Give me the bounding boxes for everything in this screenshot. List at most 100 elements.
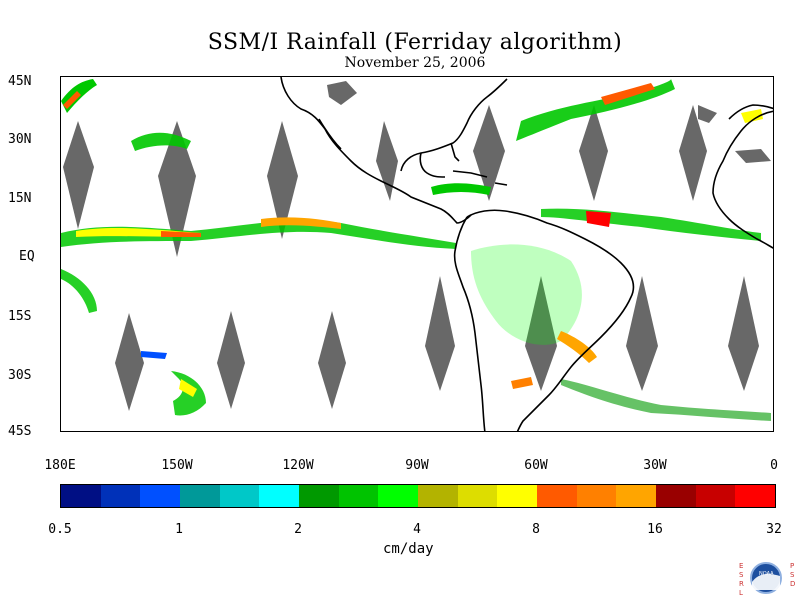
coast-baja bbox=[318, 118, 342, 150]
spcz-west bbox=[61, 269, 97, 313]
lat-label-30s: 30S bbox=[8, 368, 32, 383]
colorbar-swatch-1 bbox=[100, 485, 141, 507]
chart-date: November 25, 2006 bbox=[344, 55, 486, 71]
lon-label-120w: 120W bbox=[282, 458, 314, 473]
atlantic-front-core bbox=[601, 83, 655, 105]
swath-6 bbox=[579, 105, 608, 201]
no-data-swaths bbox=[63, 81, 771, 411]
rainfall-bands bbox=[61, 79, 771, 421]
lat-label-45n: 45N bbox=[8, 74, 32, 89]
lat-label-45s: 45S bbox=[8, 424, 32, 439]
coast-sa-west bbox=[453, 216, 486, 431]
swath-13 bbox=[626, 276, 658, 391]
logo-letter-s: S bbox=[739, 571, 744, 579]
land-mask-2 bbox=[698, 105, 717, 123]
coast-na-atlantic bbox=[400, 78, 508, 172]
lon-label-90w: 90W bbox=[405, 458, 429, 473]
coast-cuba bbox=[452, 170, 488, 178]
itcz-atlantic bbox=[541, 208, 761, 241]
lon-label-0: 0 bbox=[770, 458, 778, 473]
lat-label-eq: EQ bbox=[19, 249, 35, 264]
colorbar-swatch-7 bbox=[338, 485, 379, 507]
lon-label-180e: 180E bbox=[44, 458, 76, 473]
noaa-logo: E S R L NOAA P S D bbox=[736, 560, 796, 600]
colorbar-swatch-3 bbox=[179, 485, 220, 507]
itcz-core-central bbox=[261, 217, 341, 229]
itcz-pacific bbox=[61, 220, 456, 249]
coast-iberia bbox=[728, 104, 773, 120]
coastlines bbox=[280, 77, 773, 431]
swath-11 bbox=[425, 276, 455, 391]
land-mask-3 bbox=[735, 149, 771, 163]
amazon-convection bbox=[471, 244, 582, 345]
colorbar-swatch-13 bbox=[576, 485, 617, 507]
caribbean-rain bbox=[431, 183, 491, 195]
rainfall-map bbox=[60, 76, 774, 432]
logo-letter-p: P bbox=[790, 562, 794, 570]
swath-1 bbox=[63, 121, 94, 229]
south-pacific-core bbox=[179, 379, 197, 397]
colorbar-label-32: 32 bbox=[766, 522, 782, 537]
colorbar-swatch-11 bbox=[497, 485, 537, 507]
logo-letter-d: D bbox=[790, 580, 795, 588]
coast-sa-east bbox=[466, 209, 635, 431]
lat-label-15s: 15S bbox=[8, 309, 32, 324]
lat-label-15n: 15N bbox=[8, 191, 32, 206]
swath-4 bbox=[376, 121, 398, 201]
lat-label-30n: 30N bbox=[8, 132, 32, 147]
nw-africa-rain bbox=[741, 109, 763, 123]
colorbar-label-8: 8 bbox=[532, 522, 540, 537]
land-mask-1 bbox=[327, 81, 357, 105]
lon-label-30w: 30W bbox=[643, 458, 667, 473]
colorbar-swatch-2 bbox=[140, 485, 180, 507]
south-atlantic-front bbox=[561, 379, 771, 421]
coast-yucatan bbox=[419, 152, 446, 178]
colorbar-swatch-6 bbox=[298, 485, 339, 507]
sacz-core bbox=[557, 331, 597, 363]
logo-letter-r: R bbox=[739, 580, 744, 588]
south-pacific-light bbox=[141, 351, 167, 359]
itcz-atlantic-heavy bbox=[586, 211, 611, 227]
swath-8 bbox=[115, 313, 144, 411]
colorbar-swatch-17 bbox=[735, 485, 775, 507]
itcz-heavy-west bbox=[161, 231, 201, 237]
colorbar-swatch-16 bbox=[695, 485, 736, 507]
colorbar-label-1: 1 bbox=[175, 522, 183, 537]
colorbar-swatch-14 bbox=[616, 485, 656, 507]
colorbar-label-4: 4 bbox=[413, 522, 421, 537]
colorbar-swatch-4 bbox=[219, 485, 260, 507]
swath-5 bbox=[473, 105, 505, 201]
colorbar-swatch-9 bbox=[417, 485, 458, 507]
coast-florida bbox=[450, 142, 460, 162]
colorbar-units: cm/day bbox=[383, 541, 434, 557]
logo-letter-e: E bbox=[739, 562, 743, 570]
lon-label-150w: 150W bbox=[161, 458, 193, 473]
npac-storm-core bbox=[63, 91, 81, 109]
colorbar-label-16: 16 bbox=[647, 522, 663, 537]
swath-2 bbox=[158, 121, 196, 257]
coast-hispaniola bbox=[494, 182, 508, 186]
chart-title: SSM/I Rainfall (Ferriday algorithm) bbox=[207, 30, 623, 55]
swath-10 bbox=[318, 311, 346, 409]
colorbar-label-2: 2 bbox=[294, 522, 302, 537]
colorbar-swatch-10 bbox=[457, 485, 498, 507]
logo-letter-l: L bbox=[739, 589, 743, 597]
swath-12 bbox=[525, 276, 557, 391]
npac-storm-2 bbox=[131, 132, 191, 151]
logo-letter-s2: S bbox=[790, 571, 795, 579]
colorbar-swatch-8 bbox=[378, 485, 418, 507]
colorbar-swatch-0 bbox=[61, 485, 101, 507]
colorbar-swatch-15 bbox=[655, 485, 696, 507]
colorbar bbox=[60, 484, 776, 508]
colorbar-label-0-5: 0.5 bbox=[48, 522, 72, 537]
coast-na-pacific bbox=[280, 77, 472, 224]
swath-9 bbox=[217, 311, 245, 409]
colorbar-swatch-5 bbox=[259, 485, 299, 507]
swath-7 bbox=[679, 105, 707, 201]
noaa-logo-text: NOAA bbox=[759, 571, 774, 577]
argentina-rain bbox=[511, 377, 533, 389]
map-svg bbox=[61, 77, 773, 431]
colorbar-swatch-12 bbox=[536, 485, 577, 507]
swath-14 bbox=[728, 276, 759, 391]
coast-africa bbox=[712, 110, 773, 249]
